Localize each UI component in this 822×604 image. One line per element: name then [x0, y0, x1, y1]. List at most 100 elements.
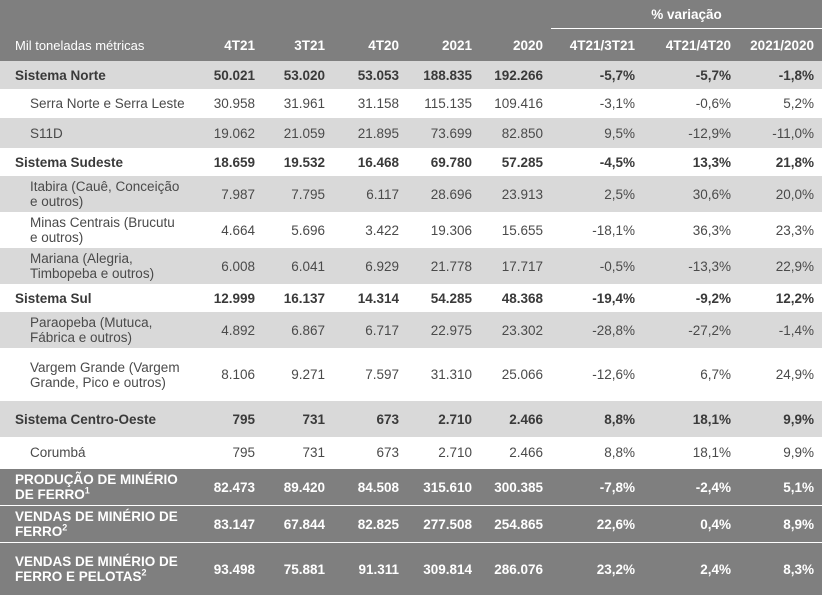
cell: 109.416: [494, 96, 543, 111]
table-row: Mariana (Alegria, Timbopeba e outros) 6.…: [0, 248, 822, 284]
cell: 31.310: [430, 367, 472, 382]
cell: 67.844: [263, 505, 333, 542]
row-label: Corumbá: [30, 445, 86, 460]
cell: -5,7%: [643, 61, 739, 89]
cell: 673: [376, 445, 399, 460]
table-row: PRODUÇÃO DE MINÉRIO DE FERRO1 82.473 89.…: [0, 468, 822, 505]
cell: -12,9%: [643, 118, 739, 148]
cell: 254.865: [480, 505, 551, 542]
cell: 300.385: [480, 468, 551, 505]
footnote-marker: 2: [62, 522, 68, 533]
cell: 21.895: [333, 118, 407, 148]
cell: 75.881: [263, 542, 333, 595]
cell: 115.135: [424, 96, 472, 111]
cell: 19.532: [263, 148, 333, 176]
col-header: 2021: [407, 29, 480, 61]
cell: -2,4%: [643, 468, 739, 505]
cell: 23,3%: [775, 222, 814, 238]
cell: 23.302: [480, 312, 551, 348]
cell: 15.655: [501, 222, 543, 238]
cell: -1,4%: [739, 312, 822, 348]
table-row: Sistema Centro-Oeste 795 731 673 2.710 2…: [0, 401, 822, 437]
cell: 31.961: [283, 96, 325, 111]
cell: 73.699: [407, 118, 480, 148]
row-label: Paraopeba (Mutuca, Fábrica e outros): [0, 312, 185, 348]
cell: 6.717: [333, 312, 407, 348]
cell: 2,5%: [551, 176, 643, 212]
cell: -13,3%: [643, 248, 739, 284]
header-row-top: % variação: [0, 0, 822, 29]
cell: 9,5%: [551, 118, 643, 148]
row-label: Sistema Sul: [0, 284, 185, 312]
cell: 22.975: [407, 312, 480, 348]
cell: 795: [232, 445, 255, 460]
cell: 7.795: [263, 176, 333, 212]
cell: 6.041: [263, 248, 333, 284]
cell: 2.466: [509, 445, 543, 460]
cell: 82.825: [333, 505, 407, 542]
table-row: Itabira (Cauê, Conceição e outros) 7.987…: [0, 176, 822, 212]
cell: -4,5%: [551, 148, 643, 176]
table-row: Sistema Sul 12.999 16.137 14.314 54.285 …: [0, 284, 822, 312]
cell: 673: [333, 401, 407, 437]
cell: 57.285: [480, 148, 551, 176]
cell: 8,9%: [739, 505, 822, 542]
cell: 9,9%: [783, 445, 814, 460]
cell: 16.468: [333, 148, 407, 176]
cell: 8,3%: [739, 542, 822, 595]
cell: 20,0%: [739, 176, 822, 212]
cell: 12.999: [185, 284, 263, 312]
table-row: Sistema Norte 50.021 53.020 53.053 188.8…: [0, 61, 822, 89]
cell: 9,9%: [739, 401, 822, 437]
row-label: Vargem Grande (Vargem Grande, Pico e out…: [30, 359, 180, 390]
cell: 19.062: [185, 118, 263, 148]
cell: 6.117: [333, 176, 407, 212]
footnote-marker: 2: [141, 567, 147, 578]
cell: -19,4%: [551, 284, 643, 312]
cell: 30,6%: [643, 176, 739, 212]
header-row: Mil toneladas métricas 4T21 3T21 4T20 20…: [0, 29, 822, 61]
cell: 54.285: [407, 284, 480, 312]
table-row: Sistema Sudeste 18.659 19.532 16.468 69.…: [0, 148, 822, 176]
cell: -11,0%: [739, 118, 822, 148]
cell: 2.710: [438, 445, 472, 460]
cell: 53.053: [333, 61, 407, 89]
cell: 16.137: [263, 284, 333, 312]
cell: 12,2%: [739, 284, 822, 312]
row-label: Mariana (Alegria, Timbopeba e outros): [0, 248, 185, 284]
cell: 23.913: [480, 176, 551, 212]
cell: -7,8%: [551, 468, 643, 505]
cell: 69.780: [407, 148, 480, 176]
cell: 48.368: [480, 284, 551, 312]
row-label: VENDAS DE MINÉRIO DE FERRO2: [0, 505, 185, 542]
table-row: Corumbá 795 731 673 2.710 2.466 8,8% 18,…: [0, 437, 822, 468]
cell: 36,3%: [692, 222, 731, 238]
col-header: 4T21/3T21: [551, 29, 643, 61]
col-header: 3T21: [263, 29, 333, 61]
cell: 5,1%: [739, 468, 822, 505]
cell: 4.664: [221, 222, 255, 238]
cell: 18,1%: [692, 445, 731, 460]
cell: 6.008: [185, 248, 263, 284]
cell: 4.892: [185, 312, 263, 348]
cell: 315.610: [407, 468, 480, 505]
cell: 50.021: [185, 61, 263, 89]
cell: 83.147: [185, 505, 263, 542]
table-row: VENDAS DE MINÉRIO DE FERRO E PELOTAS2 93…: [0, 542, 822, 595]
cell: -3,1%: [599, 96, 635, 111]
cell: 23,2%: [551, 542, 643, 595]
cell: -12,6%: [592, 367, 635, 382]
cell: 2.466: [480, 401, 551, 437]
cell: 18,1%: [643, 401, 739, 437]
cell: 91.311: [333, 542, 407, 595]
pct-variation-header: % variação: [551, 0, 822, 29]
cell: -28,8%: [551, 312, 643, 348]
cell: 2,4%: [643, 542, 739, 595]
table-row: VENDAS DE MINÉRIO DE FERRO2 83.147 67.84…: [0, 505, 822, 542]
cell: 25.066: [501, 367, 543, 382]
cell: 795: [185, 401, 263, 437]
col-header: 4T20: [333, 29, 407, 61]
cell: 30.958: [213, 96, 255, 111]
cell: -9,2%: [643, 284, 739, 312]
